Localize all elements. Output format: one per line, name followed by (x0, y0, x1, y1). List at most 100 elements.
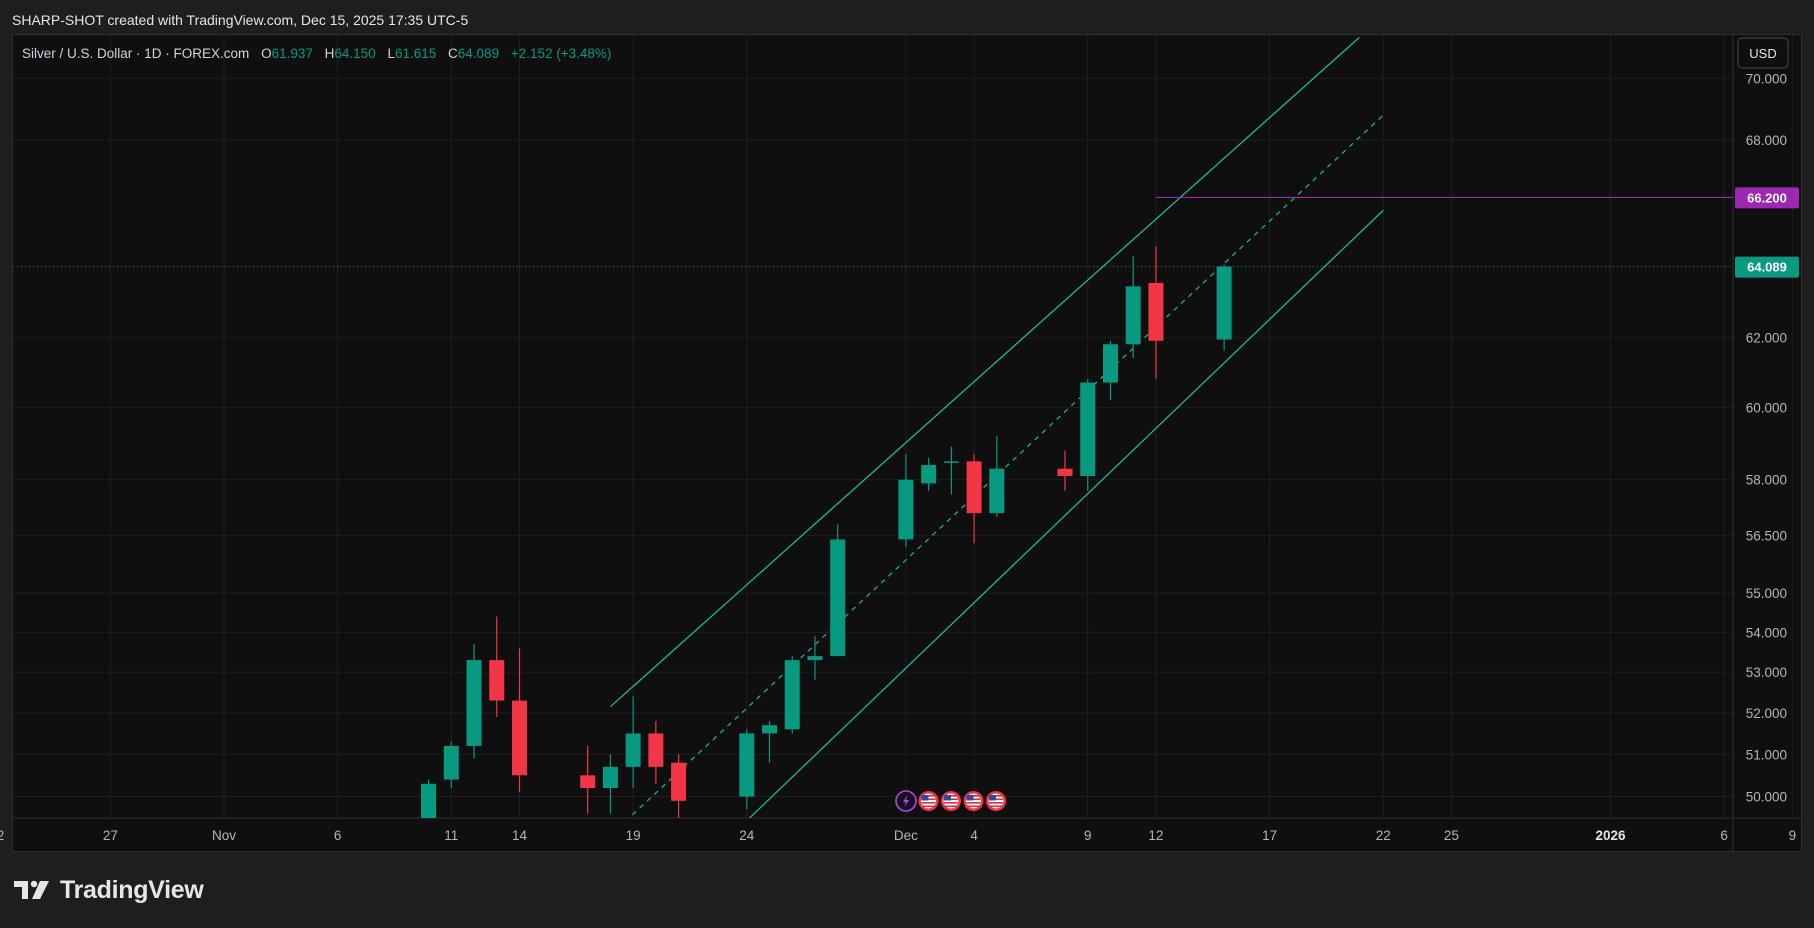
candle-body (625, 733, 641, 767)
symbol-legend: Silver / U.S. Dollar · 1D · FOREX.com O6… (22, 46, 611, 61)
lightning-icon[interactable] (895, 790, 917, 812)
x-tick-label: 19 (626, 828, 641, 843)
x-tick-label: Dec (894, 828, 918, 843)
us-flag-icon[interactable] (963, 791, 984, 811)
chart-grid (13, 35, 1802, 851)
svg-text:64.089: 64.089 (1747, 260, 1787, 275)
x-tick-label: 17 (1262, 828, 1277, 843)
candle-body (989, 468, 1005, 514)
flag-stripe (944, 805, 958, 808)
tradingview-logo-icon (14, 880, 49, 899)
level-price-tag: 66.200 (1735, 187, 1799, 209)
flag-stripe (921, 802, 936, 804)
flag-canton (921, 795, 929, 801)
candle-body (1125, 286, 1141, 345)
flag-canton (966, 795, 974, 801)
candle-body (807, 656, 823, 661)
tradingview-brand: TradingView (60, 875, 204, 904)
time-axis[interactable]: 2227Nov611141924Dec491217222520266914192… (0, 828, 1814, 843)
x-tick-label: 27 (103, 828, 118, 843)
candle-body (421, 783, 437, 818)
x-tick-label: 22 (0, 828, 4, 843)
chart-attribution: SHARP-SHOT created with TradingView.com,… (12, 12, 469, 28)
candle-body (489, 660, 505, 701)
flag-stripe (989, 802, 1003, 804)
candle-body (0, 696, 4, 818)
chart-frame[interactable] (12, 34, 1802, 852)
channel-lower-line (748, 209, 1384, 818)
event-glyph (903, 795, 909, 807)
symbol-title: Silver / U.S. Dollar · 1D · FOREX.com (22, 46, 249, 61)
footer: TradingView (14, 870, 204, 910)
x-tick-label: 24 (739, 828, 755, 843)
currency-label: USD (1749, 46, 1776, 61)
x-tick-label: 22 (1376, 828, 1391, 843)
y-tick-label: 68.000 (1746, 133, 1787, 148)
x-tick-label: 6 (1720, 828, 1728, 843)
low-value: 61.615 (395, 46, 436, 61)
y-tick-label: 56.500 (1746, 529, 1787, 544)
candle-body (466, 660, 482, 746)
chart-drawings (13, 37, 1733, 818)
candle-body (443, 745, 459, 780)
candle-body (898, 479, 914, 540)
high-value: 64.150 (334, 46, 375, 61)
change-value: +2.152 (+3.48%) (511, 46, 612, 61)
candle-body (602, 766, 618, 789)
candle-body (580, 775, 596, 789)
x-tick-label: 25 (1444, 828, 1459, 843)
svg-text:66.200: 66.200 (1747, 190, 1787, 205)
economic-events[interactable] (895, 790, 1006, 812)
y-tick-label: 50.000 (1746, 790, 1787, 805)
candle-body (1148, 282, 1164, 341)
y-tick-label: 55.000 (1746, 586, 1787, 601)
candle-body (830, 539, 846, 657)
flag-canton (944, 795, 951, 801)
y-tick-label: 53.000 (1746, 665, 1787, 680)
x-tick-label: 9 (1084, 828, 1092, 843)
price-axis[interactable]: 70.000 68.000 62.000 60.000 58.000 56.500 55.0… (1746, 71, 1787, 804)
y-tick-label: 52.000 (1746, 706, 1787, 721)
flag-stripe (966, 802, 981, 804)
close-label: C (448, 46, 458, 61)
flag-stripe (921, 805, 936, 808)
candle-body (1080, 382, 1096, 477)
x-tick-label: 9 (1789, 828, 1797, 843)
candle-body (739, 733, 755, 797)
y-tick-label: 51.000 (1746, 747, 1787, 762)
us-flag-icon[interactable] (941, 791, 961, 811)
low-label: L (387, 46, 395, 61)
x-tick-label: 6 (334, 828, 342, 843)
flag-stripe (944, 802, 958, 804)
candle-body (921, 465, 937, 484)
y-tick-label: 58.000 (1746, 473, 1787, 488)
us-flag-icon[interactable] (918, 791, 939, 811)
close-value: 64.089 (458, 46, 499, 61)
x-tick-label: 12 (1148, 828, 1163, 843)
candle-body (671, 762, 687, 801)
candles (0, 246, 1232, 818)
candle-body (1102, 344, 1118, 383)
candle-body (762, 725, 778, 734)
candle-body (943, 461, 959, 463)
y-tick-label: 62.000 (1746, 330, 1787, 345)
candle-body (1216, 266, 1232, 340)
x-tick-label: Nov (212, 828, 236, 843)
y-tick-label: 60.000 (1746, 400, 1787, 415)
us-flag-icon[interactable] (986, 791, 1006, 811)
x-tick-label: 4 (970, 828, 978, 843)
high-label: H (325, 46, 335, 61)
channel-median-line (628, 114, 1384, 818)
open-value: 61.937 (272, 46, 313, 61)
channel-upper-line (609, 37, 1360, 708)
x-tick-label: 14 (512, 828, 528, 843)
y-tick-label: 54.000 (1746, 625, 1787, 640)
candle-body (648, 733, 664, 767)
candle-body (966, 461, 982, 514)
last-price-tag: 64.089 (1735, 256, 1799, 278)
flag-stripe (989, 805, 1003, 808)
currency-button[interactable]: USD (1737, 37, 1789, 69)
candle-body (511, 700, 527, 776)
flag-stripe (966, 805, 981, 808)
